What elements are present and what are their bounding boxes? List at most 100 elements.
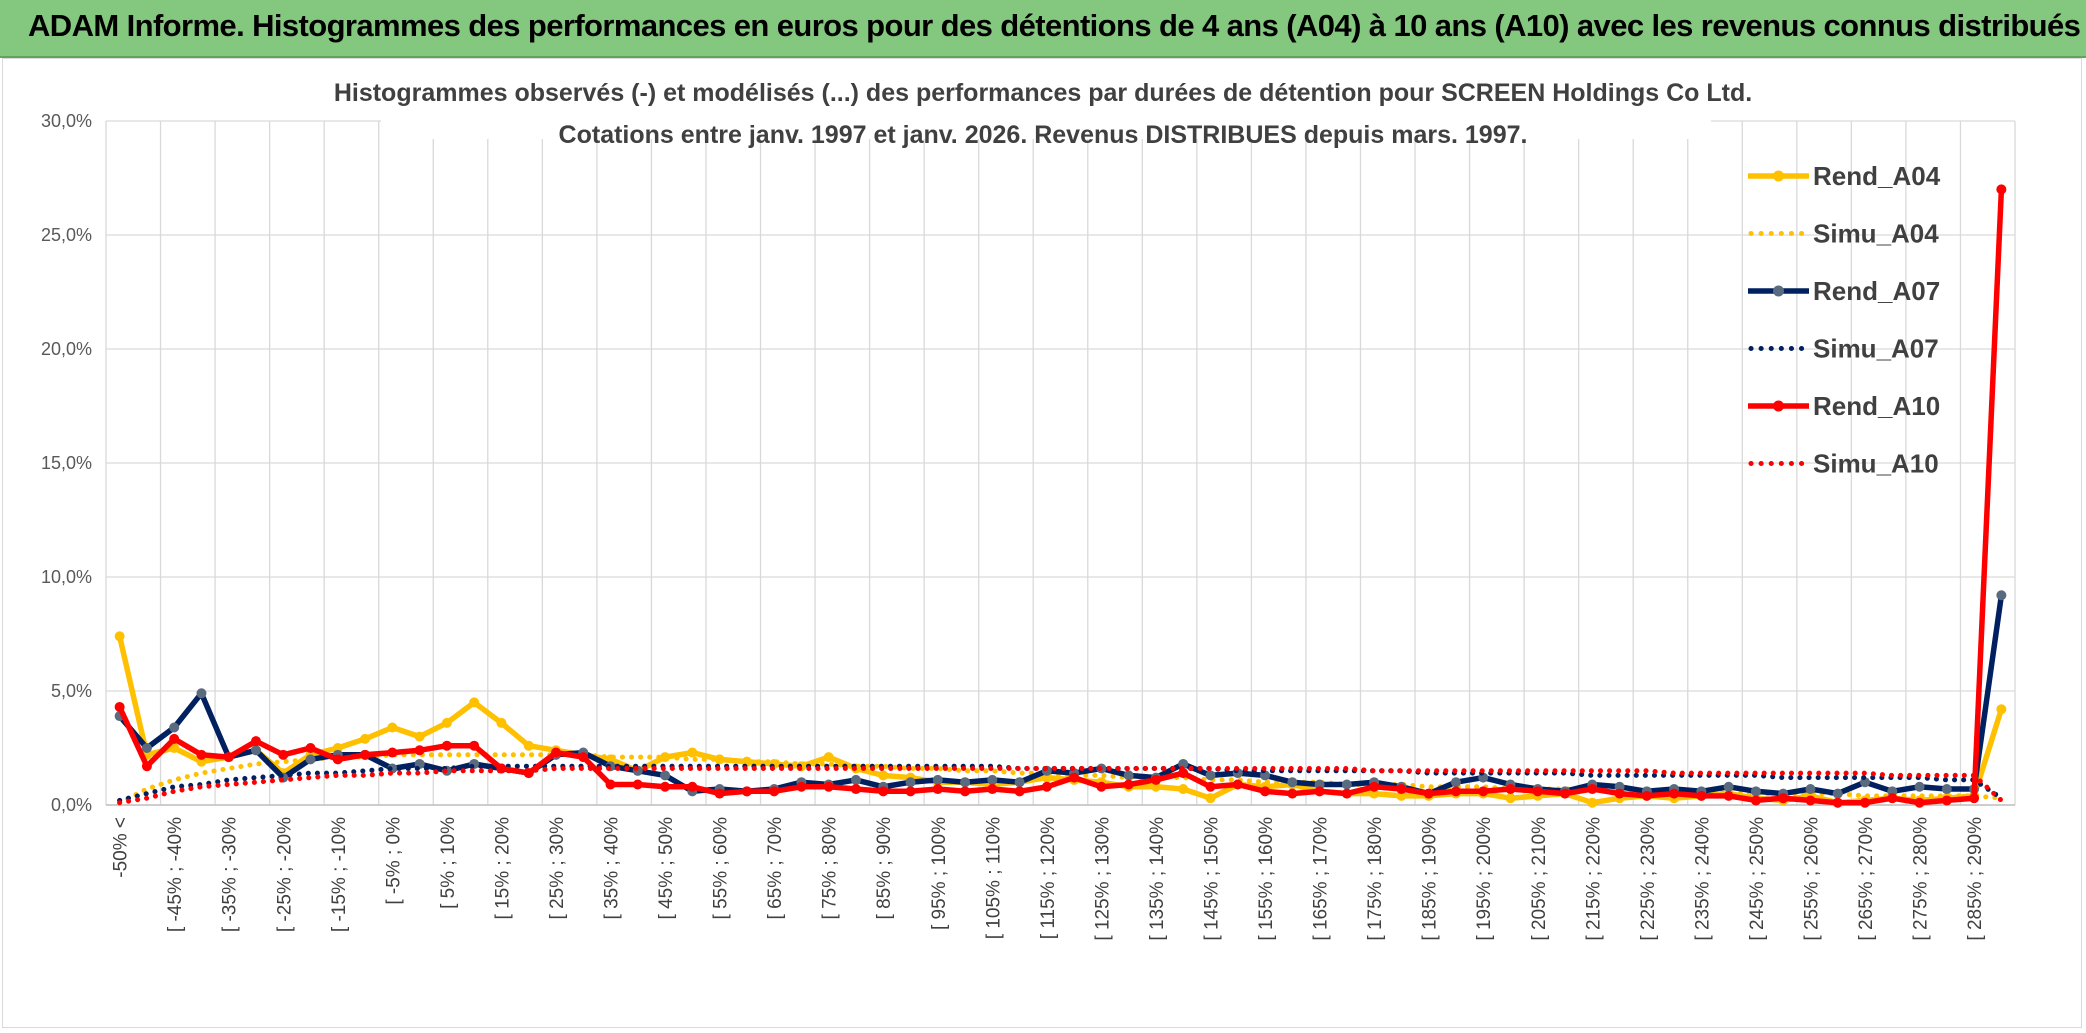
data-point (332, 754, 343, 765)
data-point (1069, 772, 1080, 783)
data-point (1014, 786, 1025, 797)
series-line (116, 633, 2005, 806)
data-point (169, 733, 180, 744)
data-point (1941, 784, 1952, 795)
data-point (1287, 777, 1298, 788)
data-point (1369, 781, 1380, 792)
data-point (1914, 781, 1925, 792)
data-point (414, 745, 425, 756)
data-point (1396, 790, 1407, 801)
x-tick-label: [ 105% ; 110% (983, 817, 1004, 939)
data-point (1123, 779, 1134, 790)
x-tick-label: [ 195% ; 200% (1474, 817, 1495, 941)
data-point (196, 688, 207, 699)
x-tick-label: [ 245% ; 250% (1747, 817, 1768, 941)
chart-title: Histogrammes observés (-) et modélisés (… (334, 79, 1752, 107)
data-point (1396, 784, 1407, 795)
data-point (1369, 788, 1380, 799)
data-point (850, 784, 861, 795)
legend-item-Rend_A07: Rend_A07 (1748, 276, 1940, 306)
data-point (1450, 786, 1461, 797)
data-point (1887, 793, 1898, 804)
data-point (1723, 781, 1734, 792)
data-point (1341, 779, 1352, 790)
x-tick-label: [ 15% ; 20% (492, 817, 513, 920)
data-point (523, 740, 534, 751)
y-tick-label: 5,0% (51, 681, 92, 701)
x-tick-label: -50% < (111, 817, 132, 878)
data-point (250, 745, 261, 756)
data-point (1723, 790, 1734, 801)
data-point (1478, 786, 1489, 797)
x-tick-label: [ 255% ; 260% (1801, 817, 1822, 941)
data-point (714, 788, 725, 799)
x-tick-label: [ -45% ; -40% (165, 817, 186, 932)
data-point (550, 747, 561, 758)
series-line (116, 592, 2005, 797)
data-point (114, 631, 125, 642)
data-point (360, 749, 371, 760)
x-tick-label: [ 35% ; 40% (602, 817, 623, 920)
data-point (796, 781, 807, 792)
data-point (196, 756, 207, 767)
data-point (960, 786, 971, 797)
data-point (1614, 788, 1625, 799)
title-background (381, 63, 1711, 139)
data-point (1887, 786, 1898, 797)
data-point (605, 779, 616, 790)
data-point (1041, 781, 1052, 792)
data-point (223, 752, 234, 763)
legend-item-Simu_A10: Simu_A10 (1748, 449, 1939, 479)
y-tick-label: 0,0% (51, 795, 92, 815)
data-point (1587, 797, 1598, 808)
data-point (823, 752, 834, 763)
legend-item-Rend_A10: Rend_A10 (1748, 391, 1940, 421)
data-point (441, 740, 452, 751)
data-point (1260, 786, 1271, 797)
data-point (1150, 781, 1161, 792)
series-Simu_A07 (117, 763, 2004, 803)
legend-label: Rend_A10 (1813, 391, 1940, 421)
data-point (1750, 795, 1761, 806)
data-point (769, 786, 780, 797)
data-point (1941, 795, 1952, 806)
data-point (496, 717, 507, 728)
x-tick-label: [ 185% ; 190% (1420, 817, 1441, 941)
data-point (1560, 788, 1571, 799)
x-tick-label: [ 275% ; 280% (1911, 817, 1932, 941)
series-line (116, 186, 2005, 806)
data-point (1014, 777, 1025, 788)
data-point (1996, 704, 2007, 715)
data-point (196, 749, 207, 760)
x-tick-label: [ 165% ; 170% (1311, 817, 1332, 941)
x-tick-label: [ 265% ; 270% (1856, 817, 1877, 941)
x-tick-label: [ 5% ; 10% (438, 817, 459, 909)
series-line (117, 763, 2004, 803)
legend: Rend_A04 Simu_A04 Rend_A07 Simu_A07 Rend_A10… (1748, 161, 1941, 479)
data-point (1969, 793, 1980, 804)
x-tick-label: [ 85% ; 90% (874, 817, 895, 920)
legend-label: Rend_A07 (1813, 276, 1940, 306)
data-point (1423, 788, 1434, 799)
data-point (1505, 793, 1516, 804)
data-point (1123, 770, 1134, 781)
data-point (823, 781, 834, 792)
x-tick-label: [ 55% ; 60% (711, 817, 732, 920)
legend-label: Simu_A07 (1813, 334, 1939, 364)
x-tick-label: [ 115% ; 120% (1038, 817, 1059, 939)
data-point (1532, 786, 1543, 797)
y-axis-ticks: 0,0% 5,0% 10,0% 15,0% 20,0% 25,0% 30,0% (41, 111, 92, 815)
data-point (660, 770, 671, 781)
data-point (687, 747, 698, 758)
data-point (1450, 777, 1461, 788)
data-point (1505, 784, 1516, 795)
data-point (1832, 788, 1843, 799)
series-Rend_A10 (114, 184, 2007, 808)
data-point (305, 754, 316, 765)
data-point (741, 786, 752, 797)
data-point (141, 761, 152, 772)
data-point (1805, 795, 1816, 806)
legend-marker (1773, 400, 1784, 412)
data-point (1996, 184, 2007, 195)
x-tick-label: [ 225% ; 230% (1638, 817, 1659, 941)
